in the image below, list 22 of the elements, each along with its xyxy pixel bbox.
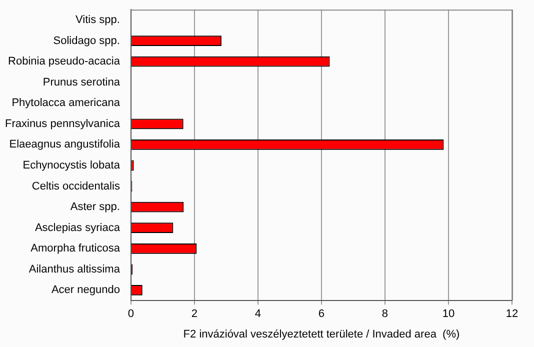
y-tick-label: Vitis spp. xyxy=(76,14,120,26)
x-tick-label: 2 xyxy=(191,308,198,320)
y-tick-label: Celtis occidentalis xyxy=(32,180,120,192)
y-tick-label: Acer negundo xyxy=(51,284,120,296)
y-tick-label: Robinia pseudo-acacia xyxy=(8,56,121,68)
y-tick-label: Ailanthus altissima xyxy=(28,263,121,276)
y-tick-label: Aster spp. xyxy=(70,201,120,214)
y-tick-label: Asclepias syriaca xyxy=(34,222,121,234)
y-tick-label: Fraxinus pennsylvanica xyxy=(4,118,121,130)
y-tick-label: Echynocystis lobata xyxy=(22,160,121,172)
y-tick-label: Solidago spp. xyxy=(53,34,120,47)
x-tick-label: 12 xyxy=(506,308,518,320)
x-tick-label: 0 xyxy=(128,308,134,320)
y-tick-label: Prunus serotina xyxy=(42,76,121,88)
y-tick-label: Amorpha fruticosa xyxy=(30,242,121,255)
x-tick-label: 8 xyxy=(382,308,388,320)
x-axis-title: F2 invázióval veszélyeztetett területe / Invaded area (%) xyxy=(183,328,460,340)
y-tick-label: Elaeagnus angustifolia xyxy=(9,138,121,151)
x-tick-label: 6 xyxy=(318,308,325,320)
x-tick-label: 10 xyxy=(442,308,455,320)
y-tick-label: Phytolacca americana xyxy=(12,97,121,110)
x-tick-label: 4 xyxy=(254,308,262,320)
